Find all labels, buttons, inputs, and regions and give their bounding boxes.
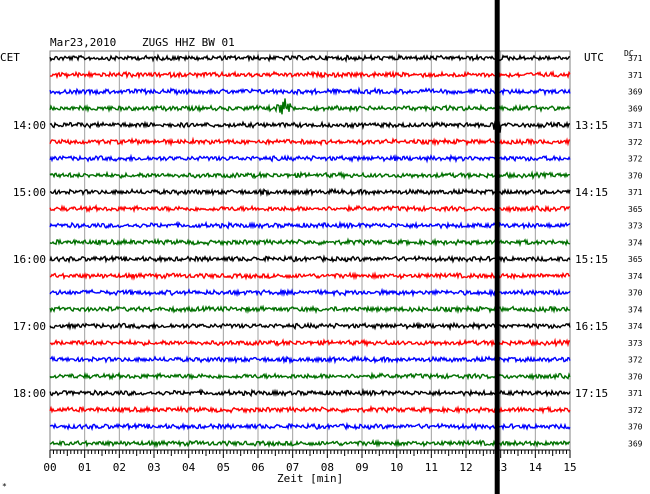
left-unit-label: CET — [0, 51, 20, 64]
trace-row-19 — [49, 371, 571, 381]
right-time-label: 17:15 — [575, 387, 608, 400]
dc-value: 371 — [628, 71, 643, 80]
dc-value: 370 — [628, 423, 643, 432]
x-tick-label: 04 — [182, 461, 196, 474]
dc-value: 372 — [628, 155, 643, 164]
dc-value: 374 — [628, 305, 643, 314]
right-time-label: 14:15 — [575, 186, 608, 199]
trace-row-14 — [49, 287, 571, 298]
plot-frame — [49, 50, 571, 451]
x-axis-title: Zeit [min] — [277, 472, 343, 485]
dc-value: 371 — [628, 188, 643, 197]
minute-gridlines — [49, 50, 571, 451]
right-time-label: 13:15 — [575, 119, 608, 132]
x-tick-label: 15 — [563, 461, 576, 474]
trace-row-18 — [49, 355, 571, 365]
x-tick-label: 00 — [43, 461, 56, 474]
trace-row-21 — [49, 404, 571, 415]
dc-value: 372 — [628, 406, 643, 415]
dc-value: 374 — [628, 322, 643, 331]
trace-row-4 — [49, 116, 571, 133]
x-tick-label: 03 — [147, 461, 160, 474]
trace-row-3 — [49, 98, 571, 115]
x-tick-label: 14 — [529, 461, 543, 474]
right-time-labels: 13:15 14:15 15:15 16:15 17:15 — [575, 119, 608, 400]
x-tick-label: 01 — [78, 461, 91, 474]
left-time-label: 18:00 — [13, 387, 46, 400]
right-unit-label: UTC — [584, 51, 604, 64]
dc-values: 371 371 369 369 371 372 372 370 371 365 373 374 365 3… — [628, 54, 643, 448]
trace-row-1 — [49, 69, 571, 80]
dc-header: DC — [624, 49, 634, 58]
x-tick-label: 07 — [286, 461, 299, 474]
time-marker-line — [494, 0, 500, 494]
x-tick-label: 02 — [113, 461, 126, 474]
dc-value: 370 — [628, 171, 643, 180]
x-tick-label: 10 — [390, 461, 403, 474]
dc-value: 374 — [628, 238, 643, 247]
dc-value: 365 — [628, 205, 643, 214]
trace-row-5 — [49, 136, 571, 147]
dc-value: 371 — [628, 389, 643, 398]
x-tick-label: 06 — [251, 461, 264, 474]
dc-value: 370 — [628, 372, 643, 381]
right-time-label: 16:15 — [575, 320, 608, 333]
trace-row-0 — [49, 53, 571, 64]
dc-value: 373 — [628, 222, 643, 231]
trace-row-9 — [49, 203, 571, 214]
dc-value: 371 — [628, 54, 643, 63]
trace-row-17 — [49, 337, 571, 348]
x-tick-label: 12 — [459, 461, 472, 474]
x-tick-label: 13 — [494, 461, 507, 474]
x-tick-label: 05 — [217, 461, 230, 474]
header-date: Mar23,2010 — [50, 36, 116, 49]
trace-row-8 — [49, 187, 571, 198]
trace-row-12 — [49, 254, 571, 264]
right-time-label: 15:15 — [575, 253, 608, 266]
dc-value: 371 — [628, 121, 643, 130]
dc-value: 373 — [628, 339, 643, 348]
trace-row-10 — [49, 220, 571, 231]
trace-row-16 — [49, 321, 571, 332]
trace-row-11 — [49, 237, 571, 248]
dc-value: 370 — [628, 289, 643, 298]
trace-row-6 — [49, 153, 571, 164]
trace-row-20 — [49, 387, 571, 398]
left-time-label: 17:00 — [13, 320, 46, 333]
left-time-label: 14:00 — [13, 119, 46, 132]
left-time-label: 16:00 — [13, 253, 46, 266]
dc-value: 372 — [628, 138, 643, 147]
left-time-labels: 14:00 15:00 16:00 17:00 18:00 — [13, 119, 46, 400]
x-axis: 00 01 02 03 04 05 06 07 08 09 10 11 12 13 14 15 — [43, 449, 577, 474]
dc-value: 369 — [628, 439, 643, 448]
dc-value: 365 — [628, 255, 643, 264]
dc-value: 374 — [628, 272, 643, 281]
trace-row-2 — [49, 86, 571, 97]
trace-row-13 — [49, 271, 571, 281]
dc-value: 369 — [628, 88, 643, 97]
trace-row-15 — [49, 304, 571, 315]
trace-row-22 — [49, 421, 571, 432]
dc-value: 369 — [628, 104, 643, 113]
header-station: ZUGS HHZ BW 01 — [142, 36, 235, 49]
seismic-traces — [49, 0, 571, 494]
x-tick-label: 11 — [425, 461, 438, 474]
x-tick-label: 09 — [355, 461, 368, 474]
trace-row-23 — [49, 438, 570, 449]
left-time-label: 15:00 — [13, 186, 46, 199]
trace-row-7 — [49, 170, 571, 181]
footer-mark: * — [2, 482, 7, 491]
dc-value: 372 — [628, 356, 643, 365]
x-tick-label: 08 — [321, 461, 334, 474]
